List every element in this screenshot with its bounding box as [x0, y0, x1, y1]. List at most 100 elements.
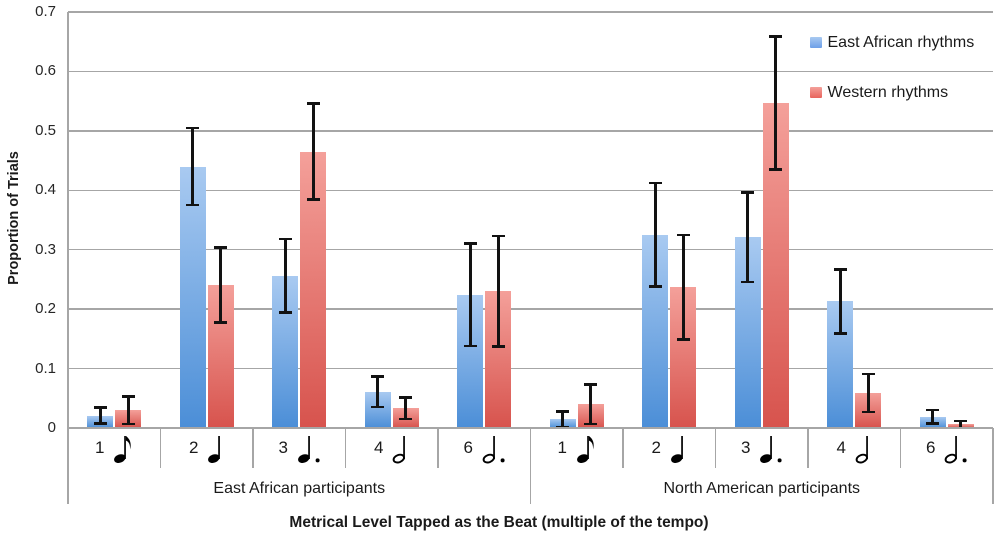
- category-label: 1: [531, 433, 624, 475]
- error-bar-cap-bottom: [463, 344, 477, 348]
- category-label: 3: [253, 433, 346, 475]
- legend-swatch-western-rhythms: [810, 86, 822, 99]
- error-bar-cap-bottom: [214, 320, 228, 324]
- group-divider: [992, 428, 994, 504]
- y-tick-label: 0.6: [35, 62, 56, 80]
- error-bar: [866, 373, 870, 412]
- bar-east-african-rhythms: [179, 166, 206, 428]
- error-bar: [931, 410, 935, 424]
- error-bar-cap-top: [926, 408, 940, 412]
- error-bar: [98, 407, 102, 424]
- error-bar-cap-top: [399, 396, 413, 399]
- quarter-note-icon: [208, 436, 221, 463]
- category-tick: [159, 428, 162, 468]
- dotted-quarter-note-icon: [760, 436, 783, 463]
- error-bar: [561, 411, 565, 427]
- metrical-multiple: 3: [278, 438, 288, 457]
- error-bar-cap-bottom: [278, 311, 292, 314]
- error-bar-cap-top: [186, 126, 200, 130]
- error-bar-cap-bottom: [121, 422, 135, 426]
- category-label: 4: [346, 433, 439, 475]
- error-bar: [191, 127, 195, 206]
- category-tick: [252, 428, 254, 468]
- metrical-multiple: 4: [374, 438, 384, 457]
- dotted-half-note-icon: [945, 436, 968, 464]
- error-bar-cap-bottom: [648, 285, 662, 288]
- group-label-east-african-participants: East African participants: [213, 480, 386, 497]
- category-label: 6: [438, 433, 531, 475]
- error-bar-cap-top: [861, 372, 875, 376]
- error-bar: [681, 234, 685, 340]
- error-bar-cap-top: [463, 242, 477, 246]
- error-bar-cap-bottom: [399, 417, 413, 421]
- dotted-half-note-icon: [482, 436, 505, 464]
- error-bar-cap-bottom: [676, 338, 690, 341]
- eighth-note-icon: [577, 436, 594, 463]
- error-bar-cap-bottom: [371, 405, 385, 409]
- category-tick: [344, 428, 347, 468]
- group-label-north-american-participants: North American participants: [663, 480, 861, 497]
- y-tick-label: 0.7: [35, 3, 56, 20]
- error-bar: [496, 236, 500, 347]
- gridline: [68, 70, 993, 73]
- metrical-multiple: 1: [557, 438, 567, 457]
- error-bar-cap-bottom: [861, 410, 875, 414]
- error-bar-cap-top: [214, 246, 228, 249]
- error-bar: [959, 420, 963, 428]
- error-bar-cap-bottom: [741, 280, 755, 284]
- gridline: [68, 11, 993, 13]
- category-tick: [622, 428, 624, 468]
- category-tick: [899, 428, 902, 468]
- error-bar-cap-bottom: [93, 421, 107, 425]
- gridline: [68, 248, 993, 251]
- y-tick-label: 0.1: [35, 359, 56, 377]
- error-bar-cap-top: [584, 383, 598, 386]
- dotted-quarter-note-icon: [298, 436, 320, 463]
- error-bar-cap-top: [306, 102, 320, 105]
- error-bar-cap-top: [833, 268, 847, 271]
- metrical-multiple: 6: [926, 438, 936, 457]
- group-divider: [529, 428, 532, 504]
- metrical-multiple: 1: [95, 438, 105, 457]
- gridline: [68, 367, 993, 370]
- gridline: [68, 189, 993, 192]
- category-label: 6: [901, 433, 994, 475]
- error-bar: [653, 183, 657, 287]
- metrical-multiple: 2: [651, 438, 661, 457]
- error-bar-cap-top: [93, 406, 107, 410]
- error-bar-cap-bottom: [833, 332, 847, 335]
- error-bar-cap-top: [278, 237, 292, 241]
- error-bar-cap-top: [676, 233, 690, 237]
- error-bar: [774, 36, 778, 170]
- category-tick: [807, 428, 809, 468]
- error-bar-cap-bottom: [306, 198, 320, 202]
- category-label: 3: [716, 433, 809, 475]
- category-label: 1: [68, 433, 161, 475]
- category-label: 2: [161, 433, 254, 475]
- error-bar-cap-bottom: [769, 168, 783, 171]
- legend-item-western-rhythms: Western rhythms: [810, 83, 948, 102]
- error-bar-cap-top: [954, 419, 968, 423]
- error-bar-cap-bottom: [491, 345, 505, 348]
- legend-label: East African rhythms: [827, 33, 975, 51]
- group-divider: [67, 428, 69, 504]
- metrical-multiple: 2: [189, 438, 199, 457]
- y-tick-label: 0: [47, 419, 56, 436]
- error-bar-cap-top: [371, 374, 385, 378]
- y-tick-label: 0.5: [35, 121, 56, 139]
- error-bar: [311, 103, 315, 200]
- error-bar: [219, 247, 223, 323]
- half-note-icon: [855, 436, 868, 464]
- error-bar-cap-top: [121, 395, 135, 398]
- error-bar: [283, 239, 287, 313]
- error-bar-cap-top: [491, 234, 505, 238]
- y-tick-label: 0.3: [35, 240, 56, 258]
- legend-item-east-african-rhythms: East African rhythms: [810, 33, 974, 52]
- error-bar: [376, 376, 380, 408]
- metrical-multiple: 6: [463, 438, 473, 457]
- quarter-note-icon: [671, 436, 683, 463]
- eighth-note-icon: [114, 436, 132, 463]
- error-bar: [589, 384, 593, 424]
- y-axis-line: [67, 12, 69, 428]
